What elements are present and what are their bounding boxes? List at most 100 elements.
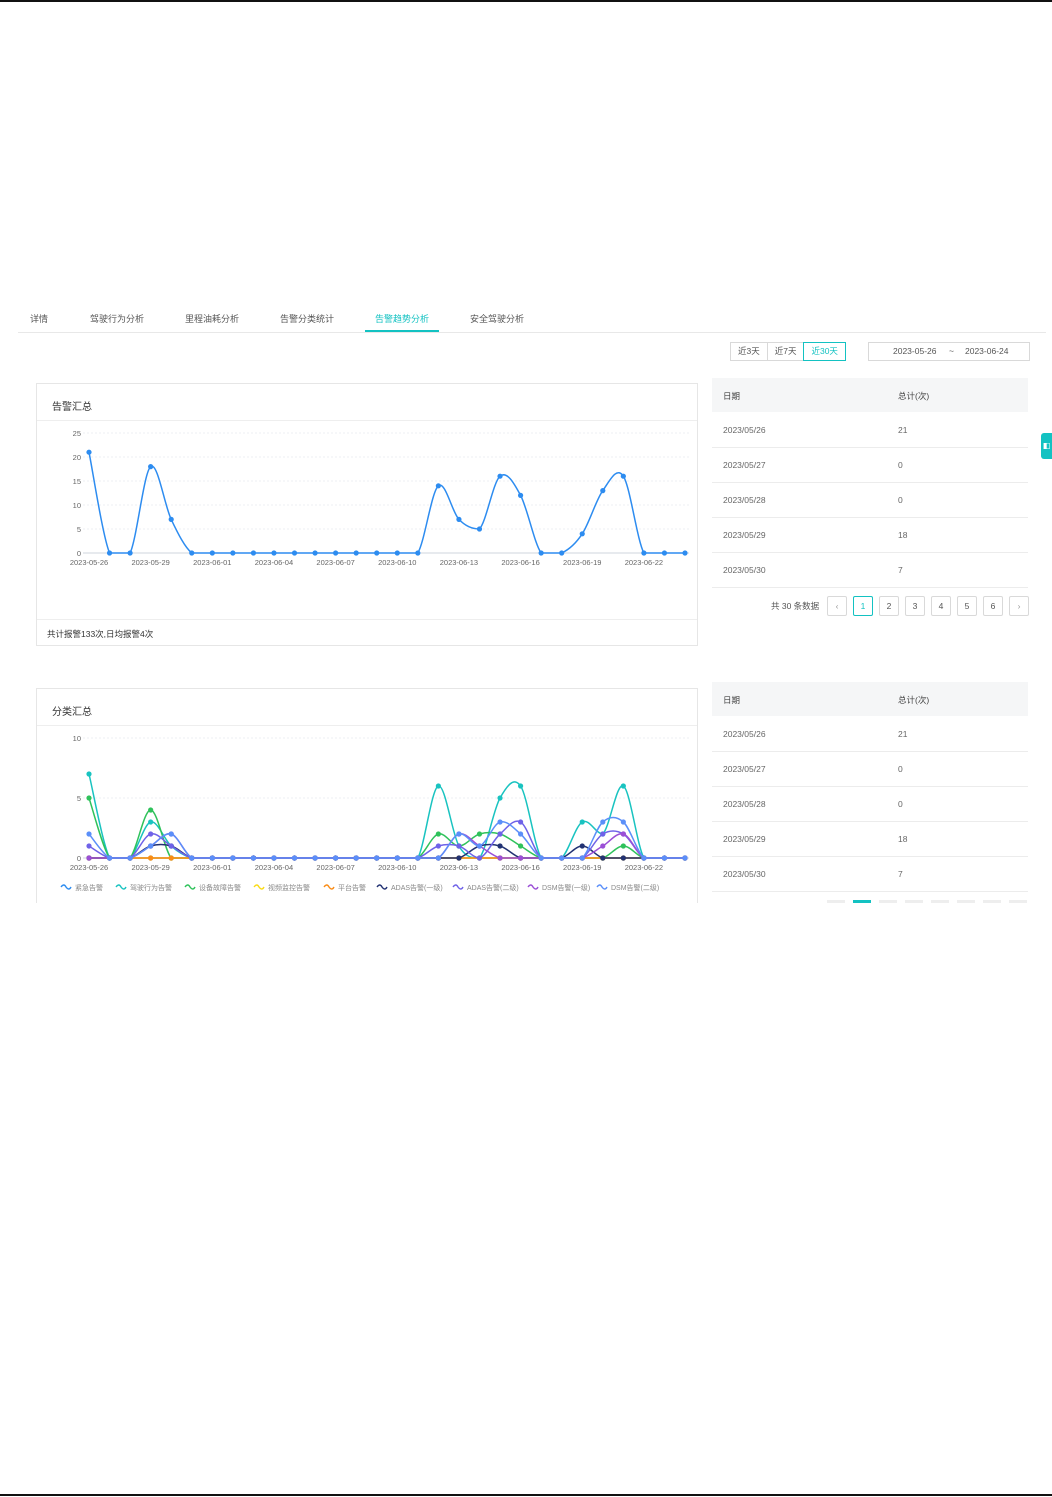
row-total: 0 bbox=[898, 764, 903, 774]
data-point bbox=[435, 783, 441, 789]
data-point bbox=[538, 550, 544, 556]
data-point bbox=[456, 843, 462, 849]
page-button-2[interactable]: 2 bbox=[879, 596, 899, 616]
row-date: 2023/05/26 bbox=[723, 729, 766, 739]
data-point bbox=[435, 483, 441, 489]
data-point bbox=[86, 449, 92, 455]
series-line bbox=[88, 452, 685, 554]
legend-swatch bbox=[452, 884, 464, 890]
data-point bbox=[517, 783, 524, 789]
chevron-right-icon[interactable]: › bbox=[1009, 596, 1029, 616]
header-total: 总计(次) bbox=[898, 391, 930, 401]
page-bottom-rule bbox=[0, 1494, 1052, 1496]
page-button-6[interactable]: 6 bbox=[983, 596, 1003, 616]
data-point bbox=[394, 855, 400, 861]
data-point bbox=[394, 550, 400, 556]
header-date: 日期 bbox=[723, 391, 741, 401]
data-point bbox=[148, 819, 154, 825]
y-tick-label: 5 bbox=[77, 525, 81, 534]
data-point bbox=[353, 550, 359, 556]
data-point bbox=[559, 550, 565, 556]
row-total: 18 bbox=[898, 834, 908, 844]
row-total: 21 bbox=[898, 729, 908, 739]
tab-safe-driving[interactable]: 安全驾驶分析 bbox=[470, 314, 525, 324]
row-date: 2023/05/27 bbox=[723, 764, 766, 774]
chevron-left-icon[interactable]: ‹ bbox=[827, 596, 847, 616]
row-date: 2023/05/26 bbox=[723, 425, 766, 435]
row-total: 7 bbox=[898, 565, 903, 575]
data-point bbox=[620, 843, 626, 849]
range-7-days-button[interactable]: 近7天 bbox=[766, 342, 805, 361]
pagination-stub bbox=[1009, 900, 1027, 903]
data-point bbox=[579, 855, 585, 861]
data-point bbox=[86, 831, 92, 837]
legend-item: ADAS告警(二级) bbox=[467, 883, 519, 892]
data-point bbox=[682, 855, 688, 861]
page-button-1[interactable]: 1 bbox=[853, 596, 873, 616]
data-point bbox=[497, 843, 503, 849]
row-total: 0 bbox=[898, 460, 903, 470]
data-point bbox=[538, 855, 544, 861]
range-30-days-button[interactable]: 近30天 bbox=[803, 342, 846, 361]
tab-driving-behavior[interactable]: 驾驶行为分析 bbox=[90, 314, 145, 324]
data-point bbox=[517, 855, 524, 861]
data-point bbox=[271, 550, 277, 556]
data-point bbox=[476, 855, 483, 861]
side-panel-toggle-icon[interactable]: ◧ bbox=[1041, 433, 1052, 459]
data-point bbox=[497, 473, 503, 479]
tab-details[interactable]: 详情 bbox=[30, 314, 49, 324]
page-button-4[interactable]: 4 bbox=[931, 596, 951, 616]
data-point bbox=[497, 831, 503, 837]
data-point bbox=[579, 819, 585, 825]
table-row: 2023/05/28 0 bbox=[712, 786, 1028, 822]
date-range-picker[interactable]: 2023-05-26 ~ 2023-06-24 bbox=[868, 342, 1030, 361]
data-point bbox=[435, 855, 441, 861]
x-tick-label: 2023-06-07 bbox=[316, 558, 354, 567]
data-point bbox=[168, 831, 174, 837]
row-date: 2023/05/28 bbox=[723, 799, 766, 809]
data-point bbox=[230, 855, 236, 861]
y-tick-label: 20 bbox=[73, 453, 81, 462]
legend-item: 设备故障告警 bbox=[199, 883, 241, 892]
pagination-stub bbox=[827, 900, 845, 903]
data-point bbox=[517, 819, 524, 825]
x-tick-label: 2023-06-04 bbox=[255, 863, 293, 872]
legend-item: 平台告警 bbox=[338, 883, 366, 892]
data-point bbox=[250, 855, 257, 861]
data-point bbox=[86, 843, 92, 849]
data-point bbox=[600, 831, 606, 837]
y-tick-label: 10 bbox=[73, 501, 81, 510]
range-3-days-button[interactable]: 近3天 bbox=[730, 342, 768, 361]
x-tick-label: 2023-06-19 bbox=[563, 558, 601, 567]
x-tick-label: 2023-06-22 bbox=[625, 863, 663, 872]
data-point bbox=[291, 855, 298, 861]
y-tick-label: 0 bbox=[77, 854, 81, 863]
x-tick-label: 2023-06-01 bbox=[193, 863, 231, 872]
page-button-3[interactable]: 3 bbox=[905, 596, 925, 616]
data-point bbox=[189, 855, 195, 861]
row-total: 7 bbox=[898, 869, 903, 879]
data-point bbox=[148, 843, 154, 849]
data-point bbox=[291, 550, 298, 556]
pagination-stub bbox=[905, 900, 923, 903]
series-line bbox=[88, 773, 685, 859]
data-point bbox=[333, 550, 339, 556]
data-point bbox=[127, 855, 133, 861]
range-button-group: 近3天 近7天 近30天 bbox=[730, 342, 846, 361]
data-point bbox=[168, 855, 174, 861]
data-point bbox=[353, 855, 359, 861]
tab-alarm-trend[interactable]: 告警趋势分析 bbox=[375, 314, 430, 324]
table-row: 2023/05/27 0 bbox=[712, 751, 1028, 787]
tab-mileage-fuel[interactable]: 里程油耗分析 bbox=[185, 314, 240, 324]
data-point bbox=[148, 807, 154, 813]
table-header: 日期 总计(次) bbox=[712, 378, 1028, 412]
data-point bbox=[415, 550, 421, 556]
row-total: 0 bbox=[898, 495, 903, 505]
card-divider bbox=[37, 420, 697, 421]
data-point bbox=[579, 531, 585, 537]
page-button-5[interactable]: 5 bbox=[957, 596, 977, 616]
data-point bbox=[374, 855, 380, 861]
data-point bbox=[620, 831, 626, 837]
legend-swatch bbox=[323, 884, 335, 890]
tab-alarm-category[interactable]: 告警分类统计 bbox=[280, 314, 335, 324]
